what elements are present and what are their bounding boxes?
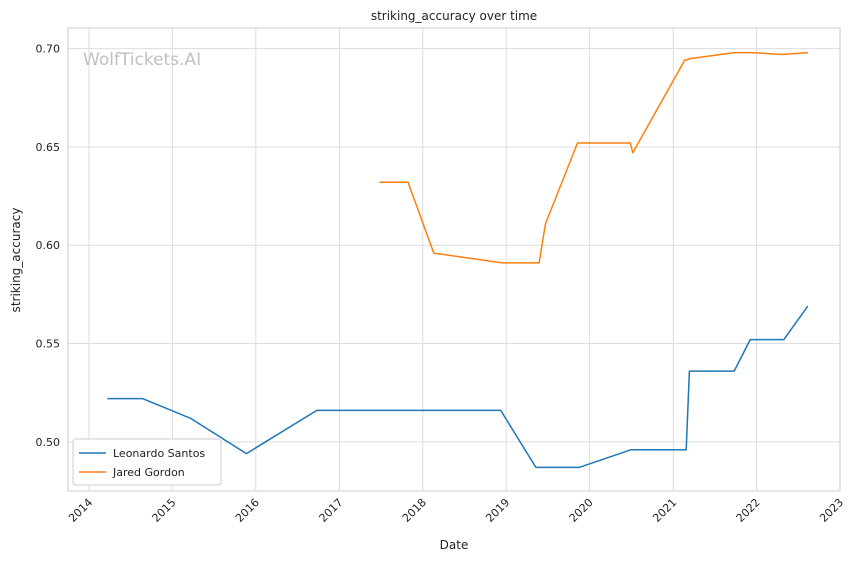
legend: Leonardo Santos Jared Gordon bbox=[72, 438, 222, 486]
y-tick-label: 0.65 bbox=[36, 141, 61, 154]
data-point-leonardo-santos bbox=[749, 338, 751, 340]
chart-title: striking_accuracy over time bbox=[371, 9, 537, 23]
data-point-leonardo-santos bbox=[316, 409, 318, 411]
data-point-jared-gordon bbox=[683, 59, 685, 61]
y-tick-label: 0.55 bbox=[36, 338, 61, 351]
y-tick-label: 0.70 bbox=[36, 43, 61, 56]
data-point-jared-gordon bbox=[690, 57, 692, 59]
data-point-leonardo-santos bbox=[106, 397, 108, 399]
data-point-jared-gordon bbox=[629, 142, 631, 144]
series-line-jared-gordon bbox=[379, 51, 808, 264]
data-point-leonardo-santos bbox=[578, 466, 580, 468]
data-point-leonardo-santos bbox=[189, 417, 191, 419]
data-point-leonardo-santos bbox=[535, 466, 537, 468]
series-line-leonardo-santos bbox=[107, 305, 809, 469]
data-point-jared-gordon bbox=[751, 51, 753, 53]
y-tick-labels: 0.50 0.55 0.60 0.65 0.70 bbox=[36, 43, 61, 449]
legend-label-leonardo-santos: Leonardo Santos bbox=[113, 447, 205, 460]
data-point-jared-gordon bbox=[538, 262, 540, 264]
data-point-leonardo-santos bbox=[141, 397, 143, 399]
data-point-jared-gordon bbox=[407, 181, 409, 183]
data-point-leonardo-santos bbox=[685, 449, 687, 451]
data-point-jared-gordon bbox=[733, 51, 735, 53]
x-axis-label: Date bbox=[440, 538, 469, 552]
y-tick-label: 0.50 bbox=[36, 436, 61, 449]
data-point-leonardo-santos bbox=[688, 370, 690, 372]
data-point-jared-gordon bbox=[378, 181, 380, 183]
data-point-jared-gordon bbox=[544, 222, 546, 224]
data-point-jared-gordon bbox=[781, 53, 783, 55]
data-point-leonardo-santos bbox=[500, 409, 502, 411]
data-point-jared-gordon bbox=[576, 142, 578, 144]
data-point-leonardo-santos bbox=[245, 452, 247, 454]
data-point-leonardo-santos bbox=[807, 305, 809, 307]
legend-box bbox=[72, 438, 222, 486]
y-axis-label: striking_accuracy bbox=[9, 208, 23, 313]
y-tick-label: 0.60 bbox=[36, 239, 61, 252]
data-point-leonardo-santos bbox=[733, 370, 735, 372]
data-point-jared-gordon bbox=[433, 252, 435, 254]
plot-area bbox=[68, 28, 840, 491]
legend-label-jared-gordon: Jared Gordon bbox=[112, 466, 185, 479]
watermark: WolfTickets.AI bbox=[83, 50, 201, 70]
data-point-jared-gordon bbox=[807, 51, 809, 53]
x-tick-labels: 2014 2015 2016 2017 2018 2019 2020 2021 2022 2023 bbox=[66, 496, 846, 525]
data-point-leonardo-santos bbox=[630, 449, 632, 451]
plot-frame bbox=[67, 27, 841, 492]
data-point-leonardo-santos bbox=[783, 338, 785, 340]
series-lines bbox=[106, 51, 809, 469]
data-point-jared-gordon bbox=[632, 152, 634, 154]
data-point-jared-gordon bbox=[501, 262, 503, 264]
